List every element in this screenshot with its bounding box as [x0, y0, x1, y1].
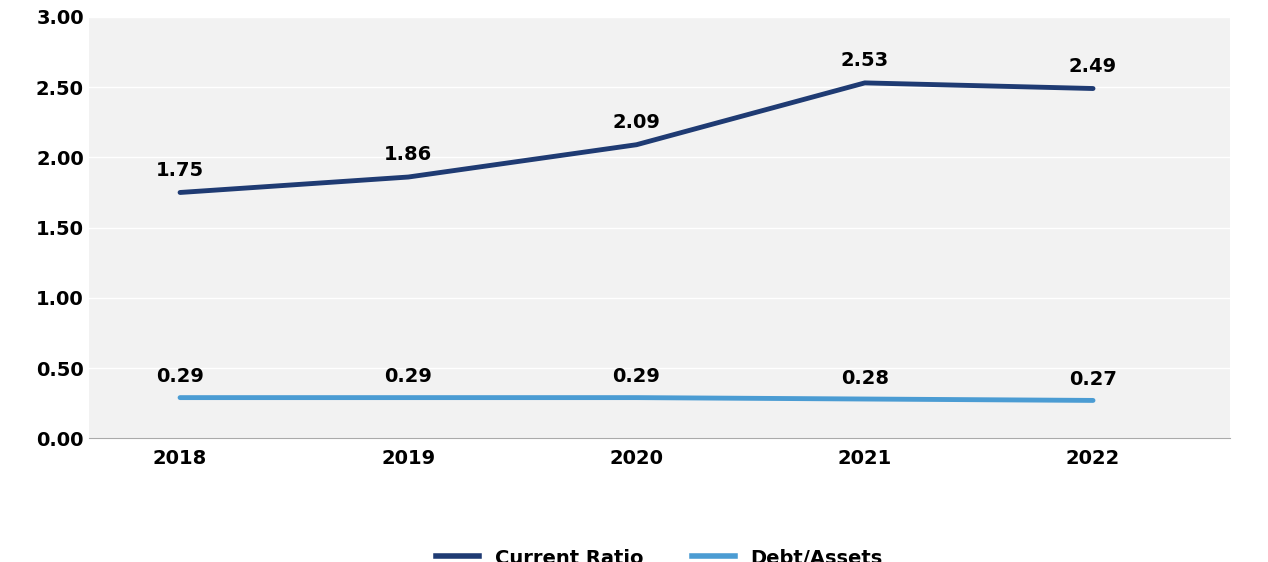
- Line: Debt/Assets: Debt/Assets: [180, 398, 1093, 400]
- Text: 0.29: 0.29: [612, 368, 661, 387]
- Line: Current Ratio: Current Ratio: [180, 83, 1093, 192]
- Debt/Assets: [629, 395, 644, 401]
- Text: 1.75: 1.75: [156, 161, 204, 180]
- Current Ratio: [172, 189, 188, 196]
- Text: 2.53: 2.53: [841, 51, 889, 70]
- Text: 0.29: 0.29: [156, 368, 204, 387]
- Current Ratio: [1085, 85, 1101, 92]
- Current Ratio: [629, 142, 644, 148]
- Text: 0.28: 0.28: [841, 369, 889, 388]
- Debt/Assets: [857, 396, 872, 402]
- Current Ratio: [857, 80, 872, 87]
- Debt/Assets: [172, 395, 188, 401]
- Text: 2.49: 2.49: [1069, 57, 1117, 76]
- Debt/Assets: [401, 395, 416, 401]
- Legend: Current Ratio, Debt/Assets: Current Ratio, Debt/Assets: [429, 541, 890, 562]
- Debt/Assets: [1085, 397, 1101, 404]
- Text: 2.09: 2.09: [612, 113, 661, 132]
- Text: 0.27: 0.27: [1069, 370, 1117, 389]
- Text: 0.29: 0.29: [384, 368, 432, 387]
- Text: 1.86: 1.86: [384, 146, 432, 164]
- Current Ratio: [401, 174, 416, 180]
